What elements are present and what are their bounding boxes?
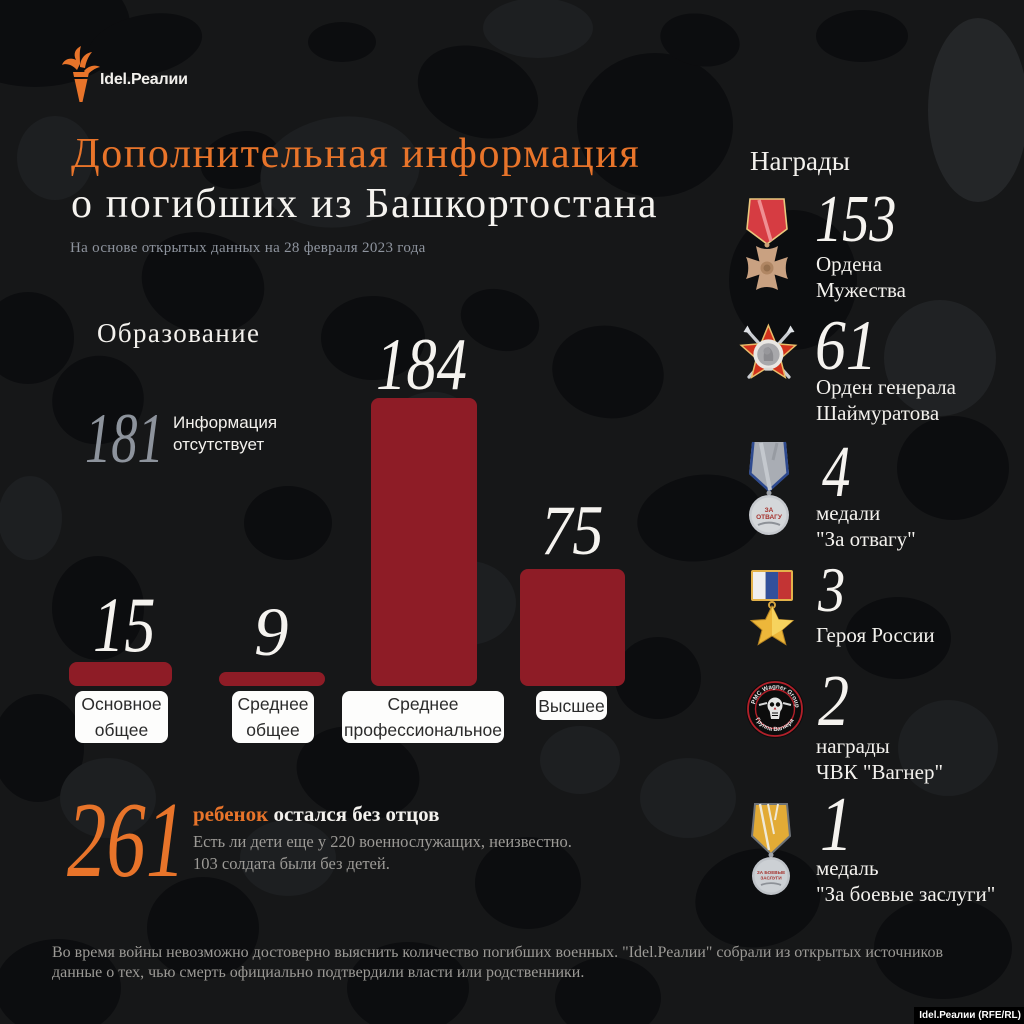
svg-text:ЗА: ЗА [765, 507, 774, 514]
svg-text:ЗАСЛУГИ: ЗАСЛУГИ [760, 876, 781, 881]
svg-text:ОТВАГУ: ОТВАГУ [756, 514, 783, 521]
svg-text:ЗА БОЕВЫЕ: ЗА БОЕВЫЕ [757, 870, 785, 875]
